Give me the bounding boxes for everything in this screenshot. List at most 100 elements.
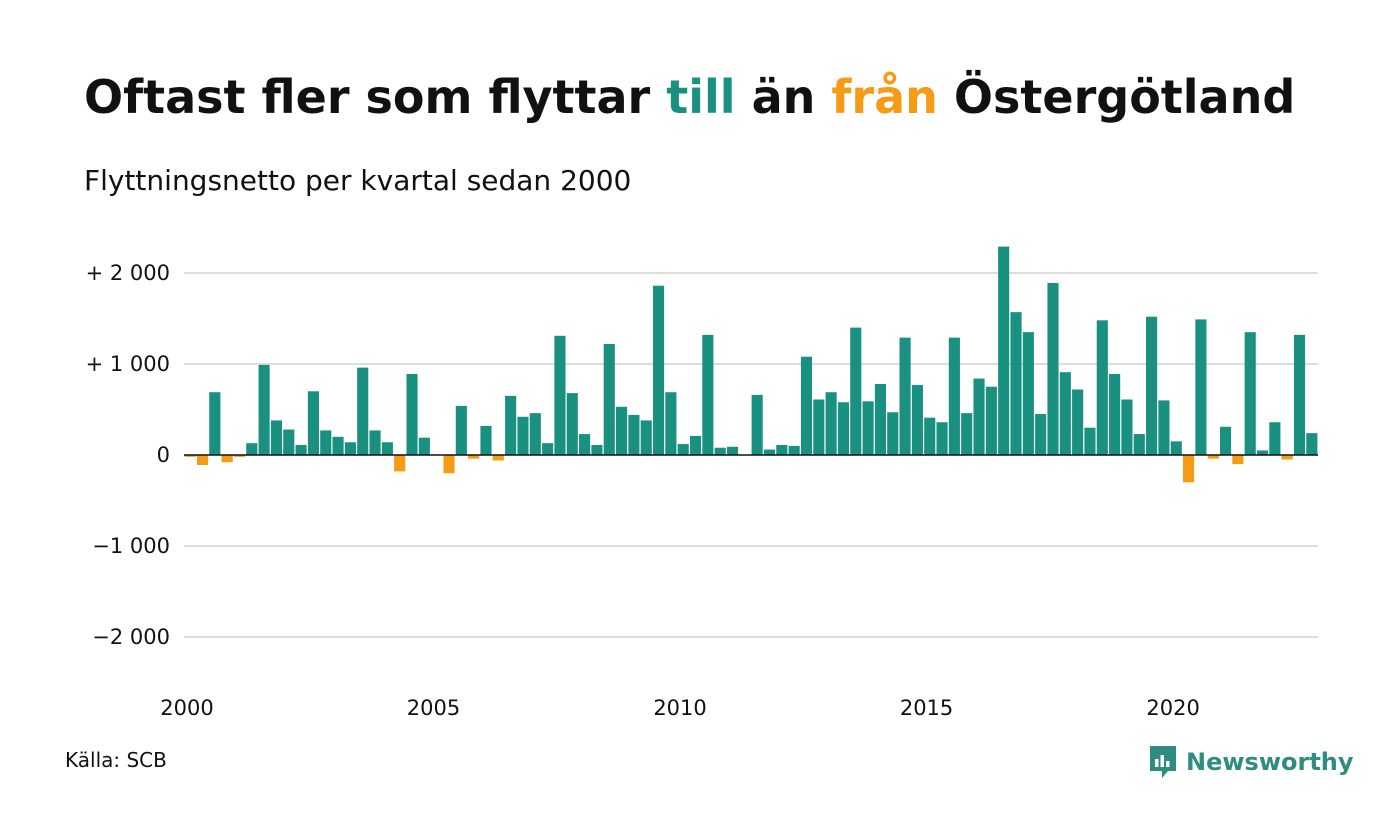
bar [332,436,344,455]
title-negative-word: från [831,70,938,124]
bar [270,420,283,455]
bar [1256,450,1269,455]
bar [1170,441,1182,455]
bar [640,420,652,455]
bar [480,425,492,455]
bar [887,412,899,455]
bar [394,455,406,472]
bar [1035,414,1047,455]
bar [813,399,825,455]
bar [233,455,246,457]
bar [837,402,850,455]
bar [776,444,788,455]
bar [689,435,702,455]
bar [295,444,307,455]
bar [455,405,467,455]
source-note: Källa: SCB [65,748,167,772]
bar [505,395,517,455]
brand-logo: Newsworthy [1148,742,1354,782]
bar [825,392,837,455]
bar [702,334,714,455]
bars [184,246,1318,483]
y-tick-label: + 1 000 [86,352,170,376]
title-positive-word: till [666,70,736,124]
bar [1219,426,1232,455]
bar [924,417,936,455]
bar [196,455,209,466]
title-mid: än [735,70,832,124]
bar [1059,372,1071,455]
bar [788,445,800,455]
bar [517,416,529,455]
bar [850,327,862,455]
bar [1306,433,1318,455]
bar [1133,434,1145,455]
bar [936,422,948,455]
bar [1010,312,1022,455]
bar [899,337,911,455]
chart-title: Oftast fler som flyttar till än från Öst… [84,70,1295,125]
y-tick-label: 0 [157,443,170,467]
x-tick-label: 2010 [653,696,706,720]
bar [862,401,874,455]
bar [751,394,763,455]
bar [344,442,356,455]
brand-name: Newsworthy [1186,748,1354,776]
bar [665,392,677,455]
bar [616,406,628,455]
bar [1146,316,1158,455]
bar [1109,374,1121,455]
bar [714,447,726,455]
bar [1047,283,1059,455]
bar [209,392,221,455]
bar [985,386,997,455]
bar [554,335,566,455]
x-tick-label: 2005 [407,696,460,720]
bar [283,429,295,455]
bar [418,437,430,455]
bar [726,446,739,455]
bar [1183,455,1195,483]
bar [1207,455,1219,459]
bar [911,384,923,455]
title-pre: Oftast fler som flyttar [84,70,667,124]
bar [1121,399,1133,455]
bar [1096,320,1108,455]
bar [800,356,813,455]
bar-chart: + 2 000 + 1 000 0 −1 000 −2 000 2000 2005 2010 2… [86,246,1318,720]
bar [948,337,960,455]
bar [246,443,258,455]
y-tick-label: + 2 000 [86,261,170,285]
bar [591,444,603,455]
y-tick-label: −2 000 [92,625,170,649]
bar [1232,455,1244,465]
bar [998,246,1010,455]
title-post: Östergötland [937,70,1296,124]
bar [1269,422,1281,455]
bar [468,455,480,459]
bar [529,413,541,455]
newsworthy-logo-icon [1150,746,1176,778]
x-tick-label: 2000 [160,696,213,720]
bar [1022,332,1034,455]
bar [652,285,665,455]
bar [961,413,973,455]
bar [406,374,418,455]
bar [763,449,776,455]
bar [1293,334,1306,455]
bar [628,414,640,455]
x-tick-label: 2015 [900,696,953,720]
bar [1281,455,1293,460]
bar [369,430,381,455]
bar [542,443,554,455]
bar [184,455,196,457]
chart-subtitle: Flyttningsnetto per kvartal sedan 2000 [84,164,632,197]
grid-lines [184,272,1318,638]
bar [320,430,332,455]
axes: + 2 000 + 1 000 0 −1 000 −2 000 2000 2005 2010 2… [86,261,1318,720]
bar [874,384,886,455]
bar [258,364,270,455]
bar [1195,319,1207,455]
bar [603,343,615,455]
bar [381,442,393,455]
